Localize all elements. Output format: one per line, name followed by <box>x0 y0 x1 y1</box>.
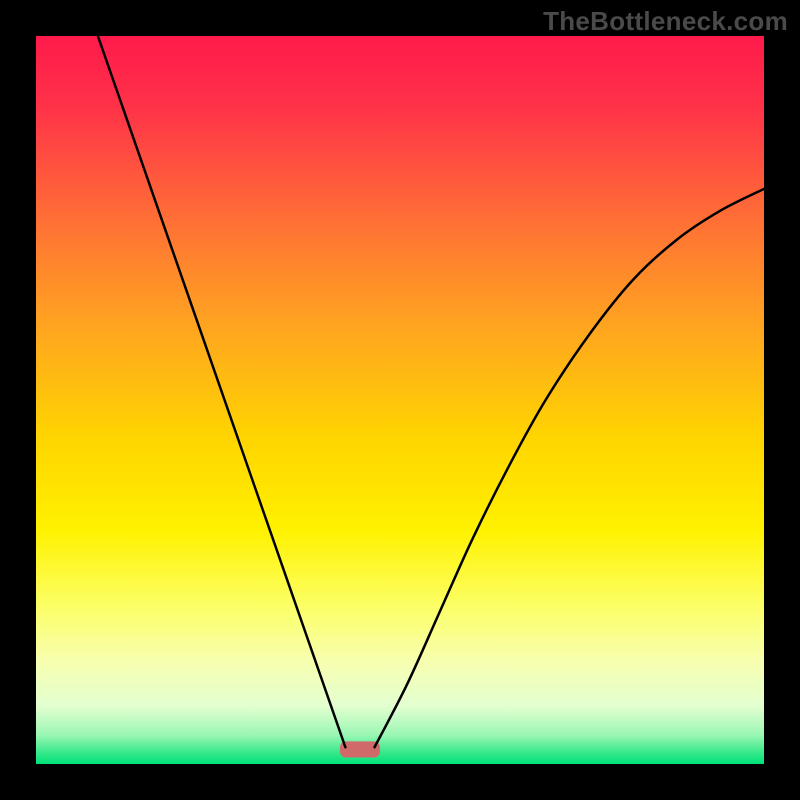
bottleneck-chart <box>0 0 800 800</box>
plot-background <box>36 36 764 764</box>
watermark-text: TheBottleneck.com <box>543 6 788 37</box>
optimal-marker <box>340 741 380 757</box>
chart-container: TheBottleneck.com <box>0 0 800 800</box>
